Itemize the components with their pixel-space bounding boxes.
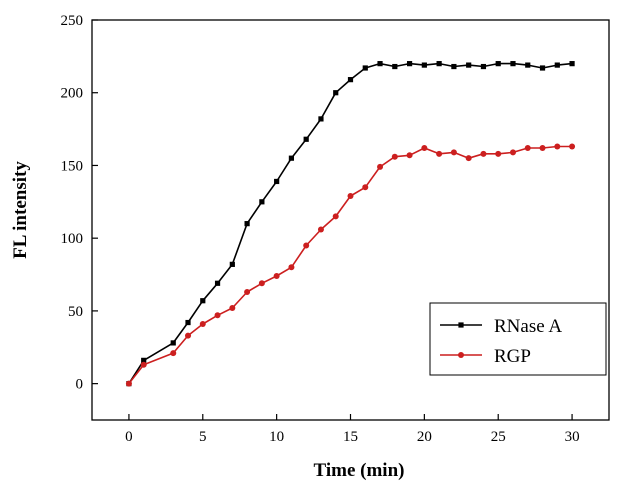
- data-point: [259, 199, 265, 205]
- y-tick-label: 150: [61, 158, 84, 174]
- x-tick-label: 0: [125, 429, 133, 445]
- data-point: [140, 361, 147, 368]
- data-point: [244, 289, 251, 295]
- data-point: [465, 155, 472, 162]
- legend-swatch-marker: [458, 322, 464, 328]
- y-tick-label: 100: [61, 231, 84, 247]
- data-point: [288, 264, 295, 271]
- data-point: [525, 62, 531, 68]
- data-point: [569, 61, 575, 67]
- data-point: [258, 280, 265, 287]
- data-point: [214, 312, 221, 319]
- data-point: [377, 163, 384, 170]
- data-point: [288, 155, 295, 161]
- series-1: [125, 143, 576, 387]
- data-point: [392, 63, 398, 70]
- data-point: [229, 261, 235, 267]
- data-point: [466, 62, 472, 68]
- y-tick-label: 50: [68, 304, 83, 320]
- data-point: [347, 77, 354, 83]
- data-point: [273, 273, 280, 279]
- legend-label: RNase A: [494, 316, 562, 337]
- data-point: [421, 145, 428, 151]
- data-point: [554, 143, 561, 150]
- data-point: [377, 61, 383, 67]
- data-point: [495, 61, 501, 67]
- data-point: [347, 193, 354, 199]
- data-point: [141, 357, 147, 363]
- x-tick-label: 20: [417, 429, 432, 445]
- data-point: [524, 145, 531, 151]
- data-point: [244, 221, 250, 227]
- data-point: [125, 380, 132, 387]
- data-point: [200, 298, 206, 304]
- data-point: [391, 153, 398, 160]
- data-point: [421, 62, 427, 68]
- y-tick-label: 250: [61, 13, 84, 29]
- data-point: [539, 145, 546, 151]
- data-point: [480, 150, 487, 157]
- data-point: [436, 61, 442, 67]
- y-tick-label: 0: [76, 377, 84, 393]
- data-point: [554, 62, 560, 68]
- legend-swatch-marker: [458, 352, 464, 358]
- x-axis-title: Time (min): [314, 460, 405, 481]
- legend: RNase A RGP: [429, 302, 607, 376]
- data-point: [510, 61, 516, 67]
- y-tick-label: 200: [61, 86, 84, 102]
- legend-label: RGP: [494, 346, 531, 367]
- data-point: [406, 152, 413, 159]
- x-tick-label: 5: [199, 429, 207, 445]
- data-point: [406, 61, 413, 67]
- data-point: [362, 65, 368, 71]
- axis-ticks: 0 5 10 15 20 25 30 0 50 100 150 200 250: [61, 13, 580, 445]
- data-point: [569, 143, 576, 150]
- x-tick-label: 10: [269, 429, 284, 445]
- data-point: [318, 116, 324, 122]
- data-point: [274, 178, 280, 185]
- legend-box: [429, 302, 607, 376]
- x-tick-label: 15: [343, 429, 358, 445]
- data-point: [317, 226, 324, 233]
- data-point: [199, 321, 206, 327]
- data-point: [185, 319, 191, 326]
- data-point: [332, 213, 339, 220]
- data-point: [185, 332, 192, 339]
- data-point: [450, 149, 457, 156]
- data-point: [362, 184, 369, 191]
- data-point: [214, 280, 221, 286]
- data-point: [495, 150, 502, 157]
- data-point: [229, 305, 236, 311]
- data-point: [303, 242, 310, 249]
- data-point: [170, 340, 176, 346]
- data-point: [509, 149, 516, 156]
- x-tick-label: 30: [565, 429, 580, 445]
- data-point: [436, 150, 443, 157]
- data-point: [480, 63, 487, 70]
- data-point: [170, 350, 177, 357]
- data-point: [303, 136, 309, 142]
- y-axis-title: FL intensity: [10, 161, 31, 259]
- data-point: [333, 90, 339, 96]
- x-tick-label: 25: [491, 429, 506, 445]
- data-point: [451, 63, 457, 70]
- data-point: [539, 65, 546, 71]
- series-0: [126, 61, 575, 387]
- series-layer: [125, 61, 576, 387]
